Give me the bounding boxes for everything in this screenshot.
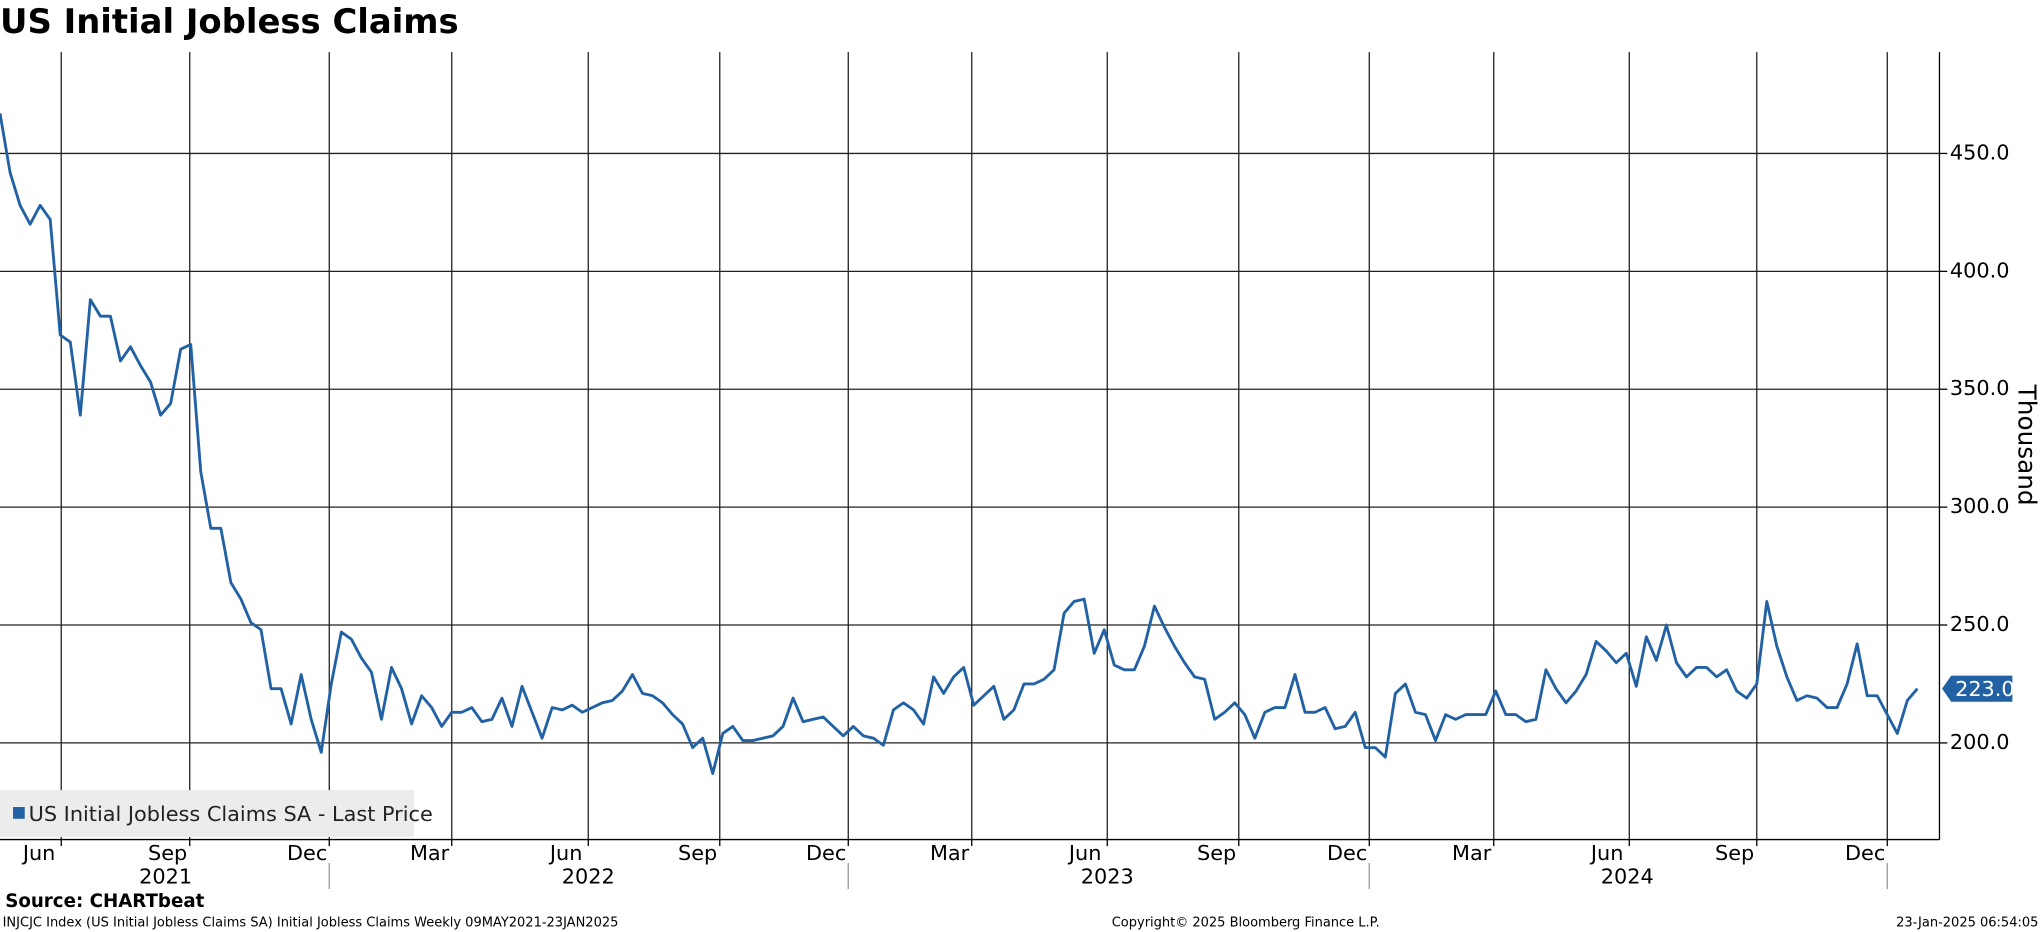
x-tick-label: Sep (678, 841, 717, 865)
y-tick-label: 450.0 (1950, 140, 2010, 164)
y-tick-label: 300.0 (1950, 494, 2010, 518)
x-tick-label: Sep (148, 841, 187, 865)
y-axis-label: Thousand (2012, 384, 2041, 506)
x-tick-label: Dec (1327, 841, 1367, 865)
chart-title: US Initial Jobless Claims (0, 2, 459, 41)
year-label: 2023 (1081, 864, 1134, 888)
footer-center: Copyright© 2025 Bloomberg Finance L.P. (1112, 915, 1380, 930)
y-tick-label: 250.0 (1950, 612, 2010, 636)
x-tick-label: Dec (1845, 841, 1885, 865)
footer-left: INJCJC Index (US Initial Jobless Claims … (3, 915, 619, 930)
last-price-tag (1942, 675, 2013, 702)
legend-box (0, 790, 414, 837)
x-tick-label: Sep (1715, 841, 1754, 865)
y-tick-label: 400.0 (1950, 258, 2010, 282)
legend-swatch (13, 807, 25, 819)
year-label: 2022 (562, 864, 615, 888)
x-tick-label: Jun (548, 841, 583, 865)
x-tick-label: Mar (930, 841, 970, 865)
x-tick-label: Jun (1589, 841, 1624, 865)
legend-label: US Initial Jobless Claims SA - Last Pric… (29, 802, 433, 826)
x-tick-label: Mar (1452, 841, 1492, 865)
x-tick-label: Sep (1197, 841, 1236, 865)
data-line (0, 113, 1919, 775)
x-tick-label: Jun (1067, 841, 1102, 865)
y-tick-label: 350.0 (1950, 376, 2010, 400)
x-tick-label: Dec (287, 841, 327, 865)
footer-right: 23-Jan-2025 06:54:05 (1896, 915, 2038, 930)
x-tick-label: Dec (806, 841, 846, 865)
x-tick-label: Mar (410, 841, 450, 865)
source: Source: CHARTbeat (5, 891, 204, 912)
year-label: 2024 (1601, 864, 1654, 888)
last-price-label: 223.0 (1955, 677, 2015, 701)
y-tick-label: 200.0 (1950, 730, 2010, 754)
year-label: 2021 (139, 864, 192, 888)
x-tick-label: Jun (21, 841, 56, 865)
